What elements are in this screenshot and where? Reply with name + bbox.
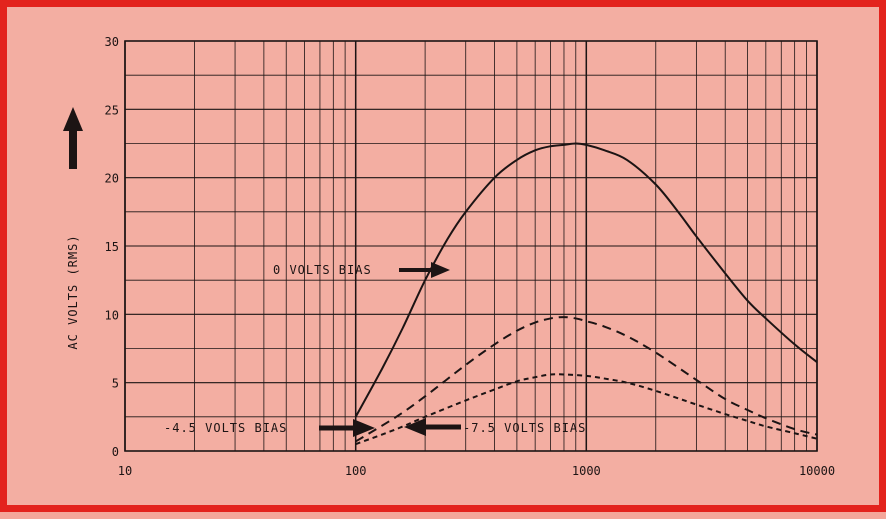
- y-axis-label-group: AC VOLTS (RMS): [63, 107, 83, 350]
- y-axis-arrow-icon: [63, 107, 83, 131]
- y-axis-arrow-shaft: [69, 129, 77, 169]
- y-tick-label: 10: [105, 308, 119, 322]
- grid: [124, 41, 818, 451]
- x-tick-label: 10000: [799, 464, 835, 478]
- series-line-2: [355, 373, 818, 446]
- annotation-0-volts: 0 VOLTS BIAS: [273, 262, 450, 278]
- y-tick-label: 5: [112, 377, 119, 391]
- y-tick-label: 15: [105, 240, 119, 254]
- annotation-7-5-volts: -7.5 VOLTS BIAS: [404, 418, 586, 436]
- plot-border: [124, 40, 818, 452]
- line-chart: 10 100 1000 10000 0 5 10 15 20 25 30 AC VOLTS (RM…: [63, 35, 835, 478]
- y-axis-label: AC VOLTS (RMS): [66, 234, 80, 349]
- x-axis-ticks: 10 100 1000 10000: [118, 464, 835, 478]
- y-tick-label: 25: [105, 103, 119, 117]
- y-axis-ticks: 0 5 10 15 20 25 30: [105, 35, 119, 459]
- y-tick-label: 20: [105, 172, 119, 186]
- series-layer: [354, 142, 818, 446]
- series-line-1: [355, 316, 818, 443]
- series-line-0: [354, 142, 818, 418]
- annotation-7-5-volts-arrow-icon: [404, 418, 426, 436]
- y-tick-label: 30: [105, 35, 119, 49]
- x-tick-label: 100: [345, 464, 367, 478]
- x-tick-label: 10: [118, 464, 132, 478]
- annotation-4-5-volts-label: -4.5 VOLTS BIAS: [164, 421, 287, 435]
- x-tick-label: 1000: [572, 464, 601, 478]
- annotation-4-5-volts-arrow-icon: [353, 419, 375, 437]
- annotation-7-5-volts-label: -7.5 VOLTS BIAS: [463, 421, 586, 435]
- annotation-4-5-volts: -4.5 VOLTS BIAS: [164, 419, 375, 437]
- y-tick-label: 0: [112, 445, 119, 459]
- annotation-0-volts-label: 0 VOLTS BIAS: [273, 263, 372, 277]
- annotation-0-volts-arrow-icon: [431, 262, 450, 278]
